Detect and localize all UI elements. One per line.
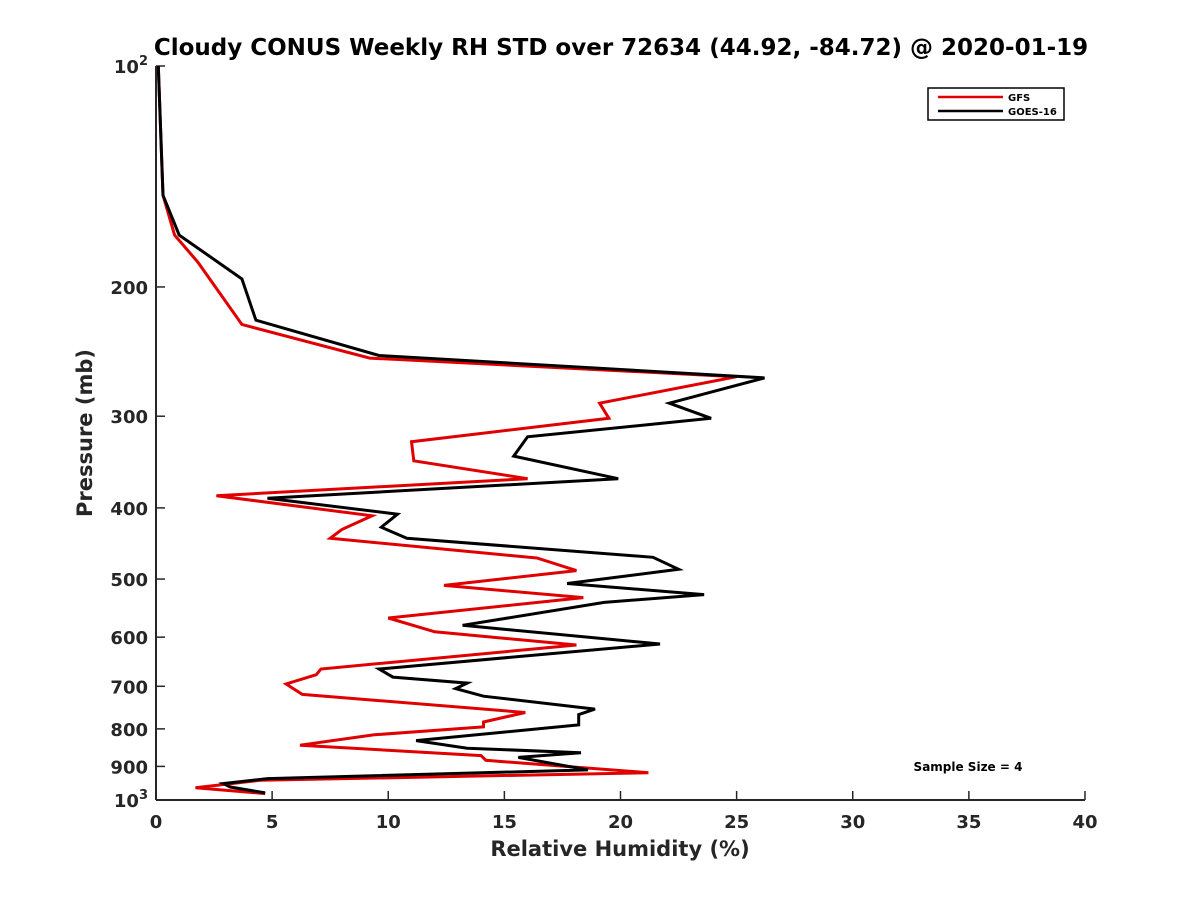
- y-tick-label: 900: [110, 757, 148, 778]
- y-tick-label: 300: [110, 407, 148, 428]
- x-tick-label: 35: [956, 812, 981, 833]
- y-tick-label: 800: [110, 720, 148, 741]
- y-tick-label: 103: [114, 788, 148, 812]
- x-axis-label: Relative Humidity (%): [490, 837, 749, 861]
- series-lines: [156, 65, 765, 796]
- x-tick-label: 0: [150, 812, 163, 833]
- x-tick-label: 40: [1072, 812, 1097, 833]
- series-line-gfs: [156, 65, 737, 796]
- x-tick-label: 10: [376, 812, 401, 833]
- x-tick-label: 20: [608, 812, 633, 833]
- y-tick-label: 700: [110, 677, 148, 698]
- sample-size-annotation: Sample Size = 4: [914, 760, 1023, 774]
- y-tick-label: 500: [110, 570, 148, 591]
- x-tick-label: 15: [492, 812, 517, 833]
- y-axis-label: Pressure (mb): [73, 349, 97, 517]
- tick-labels: 0 5 10 15 20 25 30 35 40 102 200 300 400 500 600 700 800…: [110, 54, 1097, 833]
- legend: GFS GOES-16: [927, 87, 1065, 121]
- x-tick-label: 5: [266, 812, 279, 833]
- x-tick-label: 25: [724, 812, 749, 833]
- series-line-goes-16: [156, 65, 765, 795]
- legend-box: [927, 87, 1065, 121]
- x-tick-label: 30: [840, 812, 865, 833]
- legend-label-gfs: GFS: [1008, 93, 1030, 104]
- y-tick-label: 400: [110, 499, 148, 520]
- y-tick-label: 600: [110, 628, 148, 649]
- chart-title: Cloudy CONUS Weekly RH STD over 72634 (4…: [154, 35, 1088, 61]
- y-tick-label: 102: [114, 54, 148, 78]
- legend-label-goes16: GOES-16: [1008, 107, 1057, 118]
- y-tick-label: 200: [110, 278, 148, 299]
